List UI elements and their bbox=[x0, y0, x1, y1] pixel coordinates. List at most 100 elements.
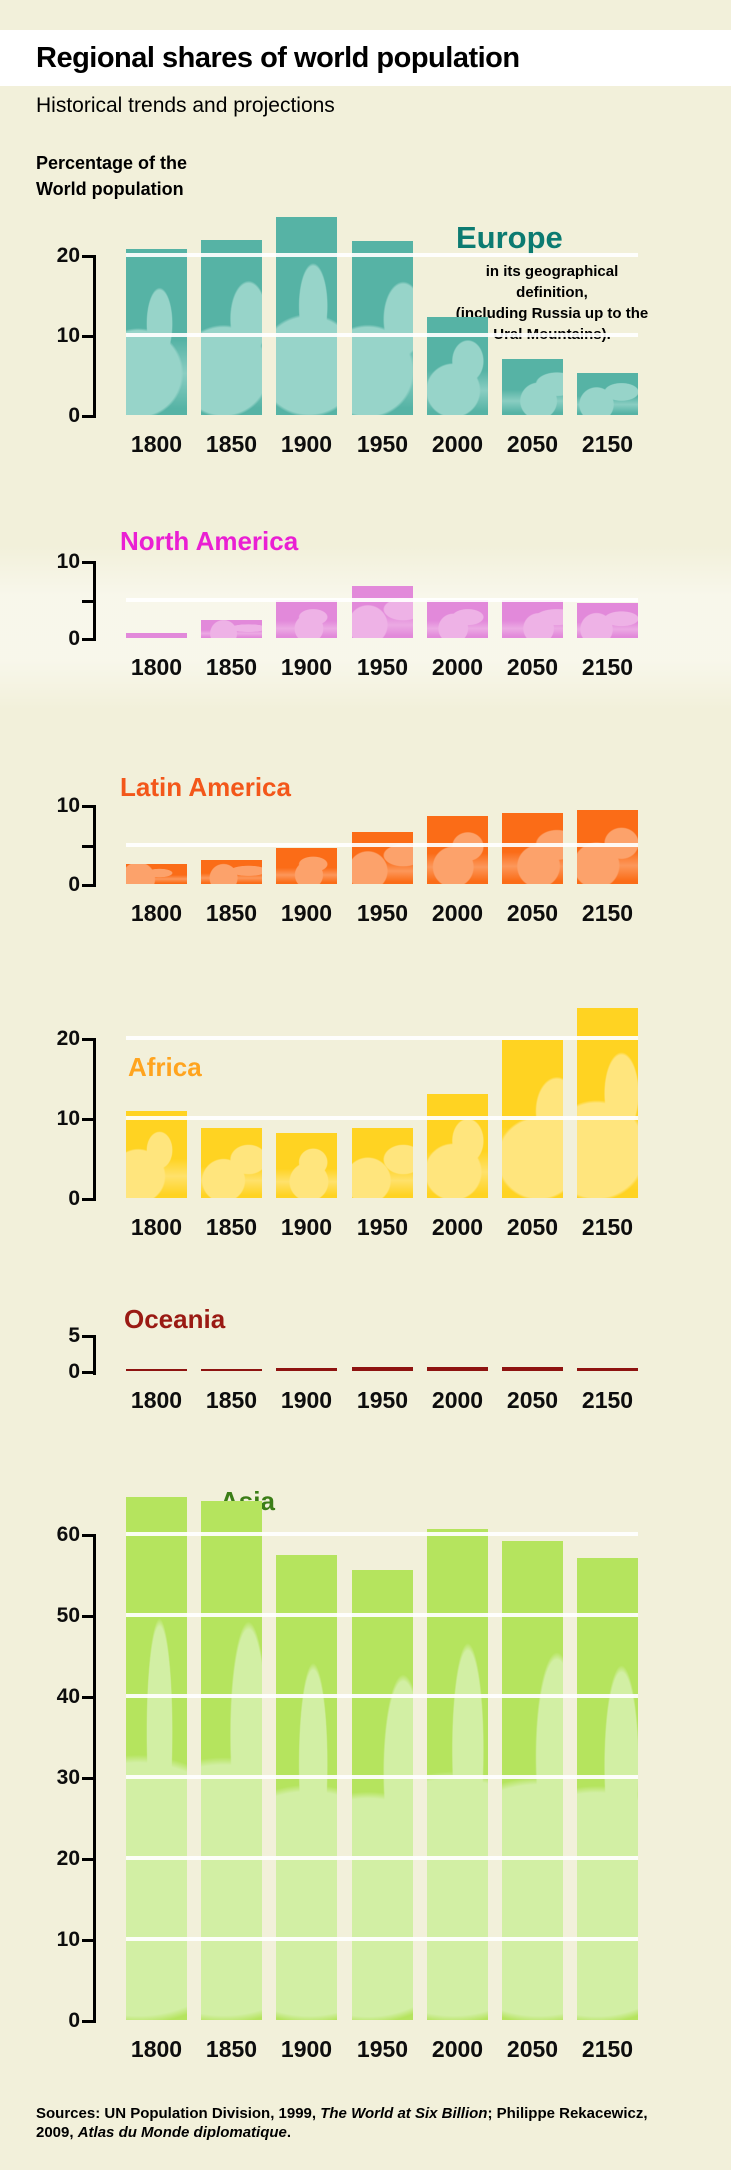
x-label-1800: 1800 bbox=[130, 431, 183, 457]
bar-1800 bbox=[126, 1111, 187, 1198]
y-tick-label-20: 20 bbox=[56, 1027, 80, 1050]
bar-2050 bbox=[502, 1040, 563, 1198]
map-texture bbox=[577, 1008, 638, 1198]
y-tick-label-0: 0 bbox=[68, 404, 80, 427]
y-axis-unit-label-line2: World population bbox=[36, 179, 184, 199]
europe-legend-description: in its geographical definition, (includin… bbox=[452, 261, 652, 345]
bar-2150 bbox=[577, 603, 638, 638]
bar-2150 bbox=[577, 1008, 638, 1198]
bar-2050 bbox=[502, 600, 563, 638]
y-tick-label-0: 0 bbox=[68, 2009, 80, 2032]
y-tick-60 bbox=[82, 1534, 93, 1537]
bar-2000 bbox=[427, 1367, 488, 1371]
map-texture bbox=[577, 810, 638, 884]
y-tick-10 bbox=[82, 335, 93, 338]
x-label-1800: 1800 bbox=[130, 654, 183, 680]
y-tick-label-10: 10 bbox=[56, 794, 80, 817]
europe-legend-line-3: Ural Mountains). bbox=[493, 326, 611, 343]
x-label-1800: 1800 bbox=[130, 2036, 183, 2062]
x-label-2150: 2150 bbox=[581, 900, 634, 926]
x-label-1850: 1850 bbox=[205, 2036, 258, 2062]
y-tick-10 bbox=[82, 1939, 93, 1942]
bar-1950 bbox=[352, 832, 413, 884]
y-tick-0 bbox=[82, 1198, 93, 1201]
x-label-2050: 2050 bbox=[506, 1214, 559, 1240]
gridline-20 bbox=[126, 1856, 638, 1860]
bar-1850 bbox=[201, 240, 262, 415]
bar-1800 bbox=[126, 249, 187, 415]
y-tick-5 bbox=[82, 1335, 93, 1338]
source-text: Sources: UN Population Division, 1999, bbox=[36, 2105, 321, 2122]
x-label-2050: 2050 bbox=[506, 431, 559, 457]
map-texture bbox=[427, 816, 488, 884]
y-tick-label-0: 0 bbox=[68, 627, 80, 650]
y-tick-20 bbox=[82, 1858, 93, 1861]
x-label-1900: 1900 bbox=[280, 900, 333, 926]
source-title: The World at Six Billion bbox=[320, 2105, 488, 2122]
x-label-1850: 1850 bbox=[205, 900, 258, 926]
map-texture bbox=[276, 1133, 337, 1198]
bar-2000 bbox=[427, 1529, 488, 2020]
map-texture bbox=[502, 1040, 563, 1198]
bar-2050 bbox=[502, 1541, 563, 2020]
map-texture bbox=[577, 603, 638, 638]
x-label-2150: 2150 bbox=[581, 654, 634, 680]
y-axis-unit-label: Percentage of the World population bbox=[36, 150, 187, 202]
bar-1900 bbox=[276, 1133, 337, 1198]
y-tick-label-10: 10 bbox=[56, 550, 80, 573]
bar-2150 bbox=[577, 810, 638, 884]
map-texture bbox=[352, 1570, 413, 2020]
gridline-20 bbox=[126, 1036, 638, 1040]
y-tick-0 bbox=[82, 884, 93, 887]
x-label-1950: 1950 bbox=[356, 2036, 409, 2062]
x-label-1850: 1850 bbox=[205, 431, 258, 457]
y-tick-0 bbox=[82, 638, 93, 641]
chart-title-north-america: North America bbox=[120, 526, 299, 556]
x-label-2050: 2050 bbox=[506, 2036, 559, 2062]
title-band: Regional shares of world population bbox=[0, 30, 731, 86]
map-texture bbox=[201, 620, 262, 638]
x-label-1900: 1900 bbox=[280, 1214, 333, 1240]
y-axis-line-north-america bbox=[93, 561, 96, 641]
chart-title-latin-america: Latin America bbox=[120, 772, 291, 802]
y-tick-label-10: 10 bbox=[56, 1928, 80, 1951]
map-texture bbox=[352, 586, 413, 638]
x-label-1950: 1950 bbox=[356, 1214, 409, 1240]
x-label-2150: 2150 bbox=[581, 2036, 634, 2062]
x-label-1800: 1800 bbox=[130, 1387, 183, 1413]
map-texture bbox=[201, 1501, 262, 2020]
map-texture bbox=[502, 1541, 563, 2020]
x-label-1950: 1950 bbox=[356, 1387, 409, 1413]
map-texture bbox=[352, 832, 413, 884]
bar-1850 bbox=[201, 860, 262, 884]
y-tick-10 bbox=[82, 805, 93, 808]
map-texture bbox=[201, 860, 262, 884]
y-tick-label-0: 0 bbox=[68, 1187, 80, 1210]
map-texture bbox=[427, 1529, 488, 2020]
x-label-2000: 2000 bbox=[431, 1214, 484, 1240]
europe-legend-line-1: in its geographical definition, bbox=[485, 263, 619, 301]
bar-1850 bbox=[201, 1128, 262, 1198]
x-label-1950: 1950 bbox=[356, 654, 409, 680]
map-texture bbox=[201, 240, 262, 415]
sources-note: Sources: UN Population Division, 1999, T… bbox=[36, 2104, 716, 2142]
y-tick-10 bbox=[82, 561, 93, 564]
y-axis-line-asia bbox=[93, 1534, 96, 2023]
map-texture bbox=[126, 249, 187, 415]
y-tick-30 bbox=[82, 1777, 93, 1780]
gridline-5 bbox=[126, 843, 638, 847]
x-label-2000: 2000 bbox=[431, 1387, 484, 1413]
y-tick-10 bbox=[82, 1118, 93, 1121]
y-tick-label-5: 5 bbox=[68, 1324, 80, 1347]
y-tick-5 bbox=[82, 845, 93, 848]
y-tick-label-60: 60 bbox=[56, 1523, 80, 1546]
bar-1950 bbox=[352, 1570, 413, 2020]
x-label-1850: 1850 bbox=[205, 654, 258, 680]
chart-title-oceania: Oceania bbox=[124, 1304, 226, 1334]
bar-2050 bbox=[502, 813, 563, 884]
bar-1950 bbox=[352, 241, 413, 415]
gridline-5 bbox=[126, 598, 638, 602]
x-label-2000: 2000 bbox=[431, 2036, 484, 2062]
bar-1800 bbox=[126, 633, 187, 638]
